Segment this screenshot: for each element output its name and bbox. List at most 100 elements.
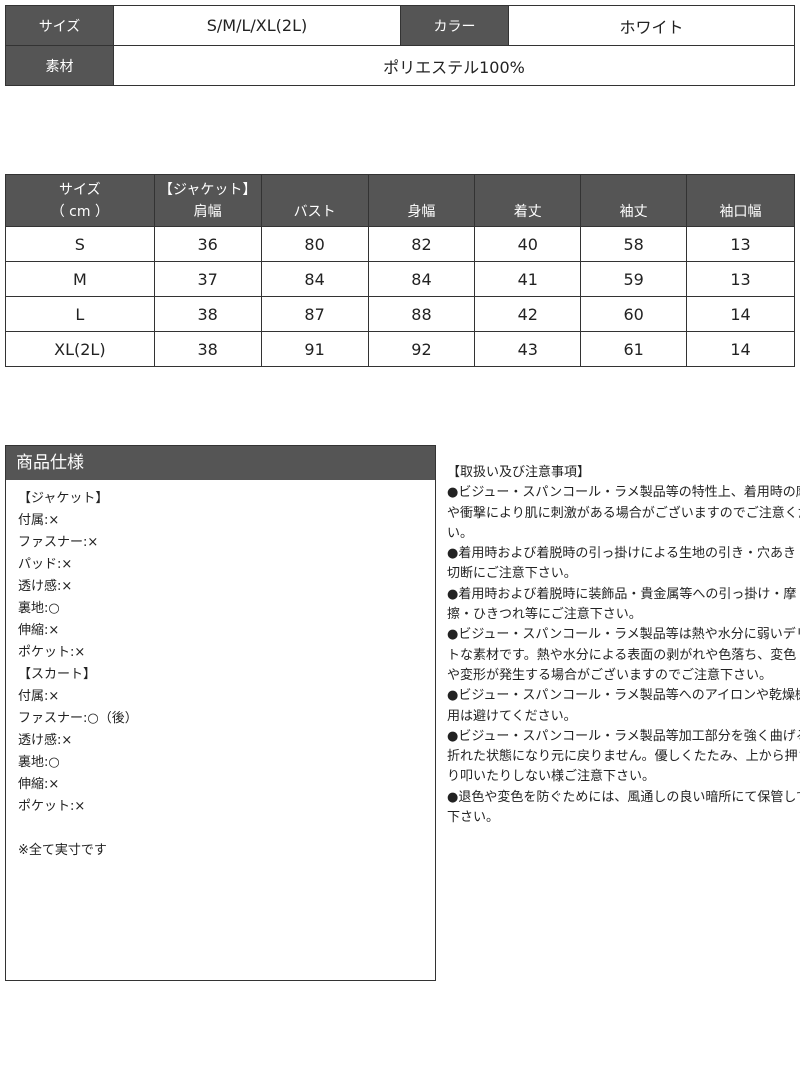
header-cell: サイズ （ cm ） <box>5 174 155 227</box>
spec-line: 伸縮:× <box>18 623 60 638</box>
header-text: 袖丈 <box>619 203 648 220</box>
spec-line <box>18 818 435 840</box>
note-line: ●着用時および着脱時に装飾品・貴金属等への引っ掛け・摩 <box>447 586 797 602</box>
spec-list: 【ジャケット】 付属:× ファスナー:× パッド:× 透け感:× 裏地:○ 伸縮:× ポケット… <box>6 480 435 862</box>
spec-line: 【ジャケット】 <box>18 491 109 506</box>
table-cell: 61 <box>580 331 688 367</box>
product-info-table: サイズ S/M/L/XL(2L) カラー ホワイト 素材 ポリエステル100% <box>5 5 795 86</box>
note-line: 折れた状態になり元に戻りません。優しくたたみ、上から押さえた <box>447 749 800 765</box>
header-cell: 着丈 <box>474 174 582 227</box>
note-line: 擦・ひきつれ等にご注意下さい。 <box>447 607 642 623</box>
spec-line: ファスナー:× <box>18 535 99 550</box>
header-cell: 身幅 <box>367 174 476 227</box>
table-cell: 58 <box>580 226 688 262</box>
note-line: ●着用時および着脱時の引っ掛けによる生地の引き・穴あき・ <box>447 546 800 562</box>
material-label: 素材 <box>5 45 114 86</box>
note-line: ●退色や変色を防ぐためには、風通しの良い暗所にて保管して <box>447 789 800 805</box>
header-text: 【ジャケット】 <box>159 181 257 198</box>
header-text <box>687 179 794 201</box>
note-line: 【取扱い及び注意事項】 <box>447 465 591 480</box>
table-cell: 14 <box>686 331 795 367</box>
table-cell: 87 <box>260 296 369 332</box>
table-cell: 91 <box>260 331 369 367</box>
header-text: 肩幅 <box>193 203 222 220</box>
table-cell: 37 <box>153 261 262 297</box>
table-cell: XL(2L) <box>5 331 155 367</box>
note-line: 下さい。 <box>447 810 500 826</box>
size-label: サイズ <box>5 5 114 46</box>
note-line: ●ビジュー・スパンコール・ラメ製品等は熱や水分に弱いデリケー <box>447 627 800 643</box>
table-cell: 41 <box>474 261 582 297</box>
note-line: や変形が発生する場合がございますのでご注意下さい。 <box>447 667 773 683</box>
table-cell: 38 <box>153 296 262 332</box>
spec-line: 裏地:○ <box>18 601 60 616</box>
table-cell: L <box>5 296 155 332</box>
spec-line: ポケット:× <box>18 799 86 814</box>
header-cell: バスト <box>260 174 369 227</box>
table-cell: 14 <box>686 296 795 332</box>
table-cell: S <box>5 226 155 262</box>
spec-line: 裏地:○ <box>18 755 60 770</box>
spec-line: 透け感:× <box>18 733 73 748</box>
table-cell: 82 <box>367 226 476 262</box>
color-value: ホワイト <box>508 5 795 46</box>
table-cell: 13 <box>686 261 795 297</box>
header-text: 着丈 <box>513 203 542 220</box>
header-text <box>369 179 475 201</box>
spec-title: 商品仕様 <box>6 446 435 480</box>
header-cell: 【ジャケット】 肩幅 <box>153 174 262 227</box>
color-label: カラー <box>400 5 509 46</box>
table-row: L 38 87 88 42 60 14 <box>5 296 795 332</box>
spec-line: パッド:× <box>18 557 73 572</box>
table-cell: 84 <box>260 261 369 297</box>
table-cell: 92 <box>367 331 476 367</box>
note-line: 切断にご注意下さい。 <box>447 566 577 582</box>
header-text: 身幅 <box>407 203 436 220</box>
table-cell: M <box>5 261 155 297</box>
note-line: や衝撃により肌に刺激がある場合がございますのでご注意くださ <box>447 505 800 521</box>
header-cell: 袖丈 <box>580 174 688 227</box>
table-cell: 60 <box>580 296 688 332</box>
spec-line: ※全て実寸です <box>18 843 107 858</box>
note-line: ●ビジュー・スパンコール・ラメ製品等加工部分を強く曲げると <box>447 728 800 744</box>
table-row: M 37 84 84 41 59 13 <box>5 261 795 297</box>
header-text: サイズ <box>59 181 101 198</box>
spec-line: 透け感:× <box>18 579 73 594</box>
header-cell: 袖口幅 <box>686 174 795 227</box>
size-value: S/M/L/XL(2L) <box>113 5 401 46</box>
table-cell: 59 <box>580 261 688 297</box>
table-cell: 38 <box>153 331 262 367</box>
spec-line: 付属:× <box>18 689 60 704</box>
table-cell: 88 <box>367 296 476 332</box>
material-value: ポリエステル100% <box>113 45 795 86</box>
header-text: 袖口幅 <box>719 203 762 220</box>
spec-line: 付属:× <box>18 513 60 528</box>
table-cell: 43 <box>474 331 582 367</box>
note-line: ●ビジュー・スパンコール・ラメ製品等へのアイロンや乾燥機の使 <box>447 688 800 704</box>
table-cell: 36 <box>153 226 262 262</box>
note-line: トな素材です。熱や水分による表面の剥がれや色落ち、変色 <box>447 647 797 663</box>
table-cell: 80 <box>260 226 369 262</box>
table-cell: 13 <box>686 226 795 262</box>
table-row: XL(2L) 38 91 92 43 61 14 <box>5 331 795 367</box>
header-text <box>581 179 686 201</box>
note-line: い。 <box>447 525 474 541</box>
header-text <box>262 179 368 201</box>
care-notes: 【取扱い及び注意事項】 ●ビジュー・スパンコール・ラメ製品等の特性上、着用時の摩擦… <box>447 463 800 828</box>
spec-line: 【スカート】 <box>18 667 97 682</box>
table-cell: 84 <box>367 261 476 297</box>
note-line: り叩いたりしない様ご注意下さい。 <box>447 769 656 785</box>
size-chart-table: サイズ （ cm ） 【ジャケット】 肩幅 バスト 身幅 着丈 袖丈 袖口幅 S 36 80… <box>5 174 795 367</box>
header-text: バスト <box>293 203 336 220</box>
spec-line: ファスナー:○（後） <box>18 711 138 726</box>
table-cell: 42 <box>474 296 582 332</box>
note-line: ●ビジュー・スパンコール・ラメ製品等の特性上、着用時の摩擦 <box>447 485 800 501</box>
header-text: （ cm ） <box>50 203 109 220</box>
table-cell: 40 <box>474 226 582 262</box>
header-text <box>475 179 580 201</box>
note-line: 用は避けてください。 <box>447 708 577 724</box>
table-row: S 36 80 82 40 58 13 <box>5 226 795 262</box>
spec-line: ポケット:× <box>18 645 86 660</box>
product-spec-box: 商品仕様 【ジャケット】 付属:× ファスナー:× パッド:× 透け感:× 裏地:○ 伸縮:… <box>5 445 436 981</box>
spec-line: 伸縮:× <box>18 777 60 792</box>
